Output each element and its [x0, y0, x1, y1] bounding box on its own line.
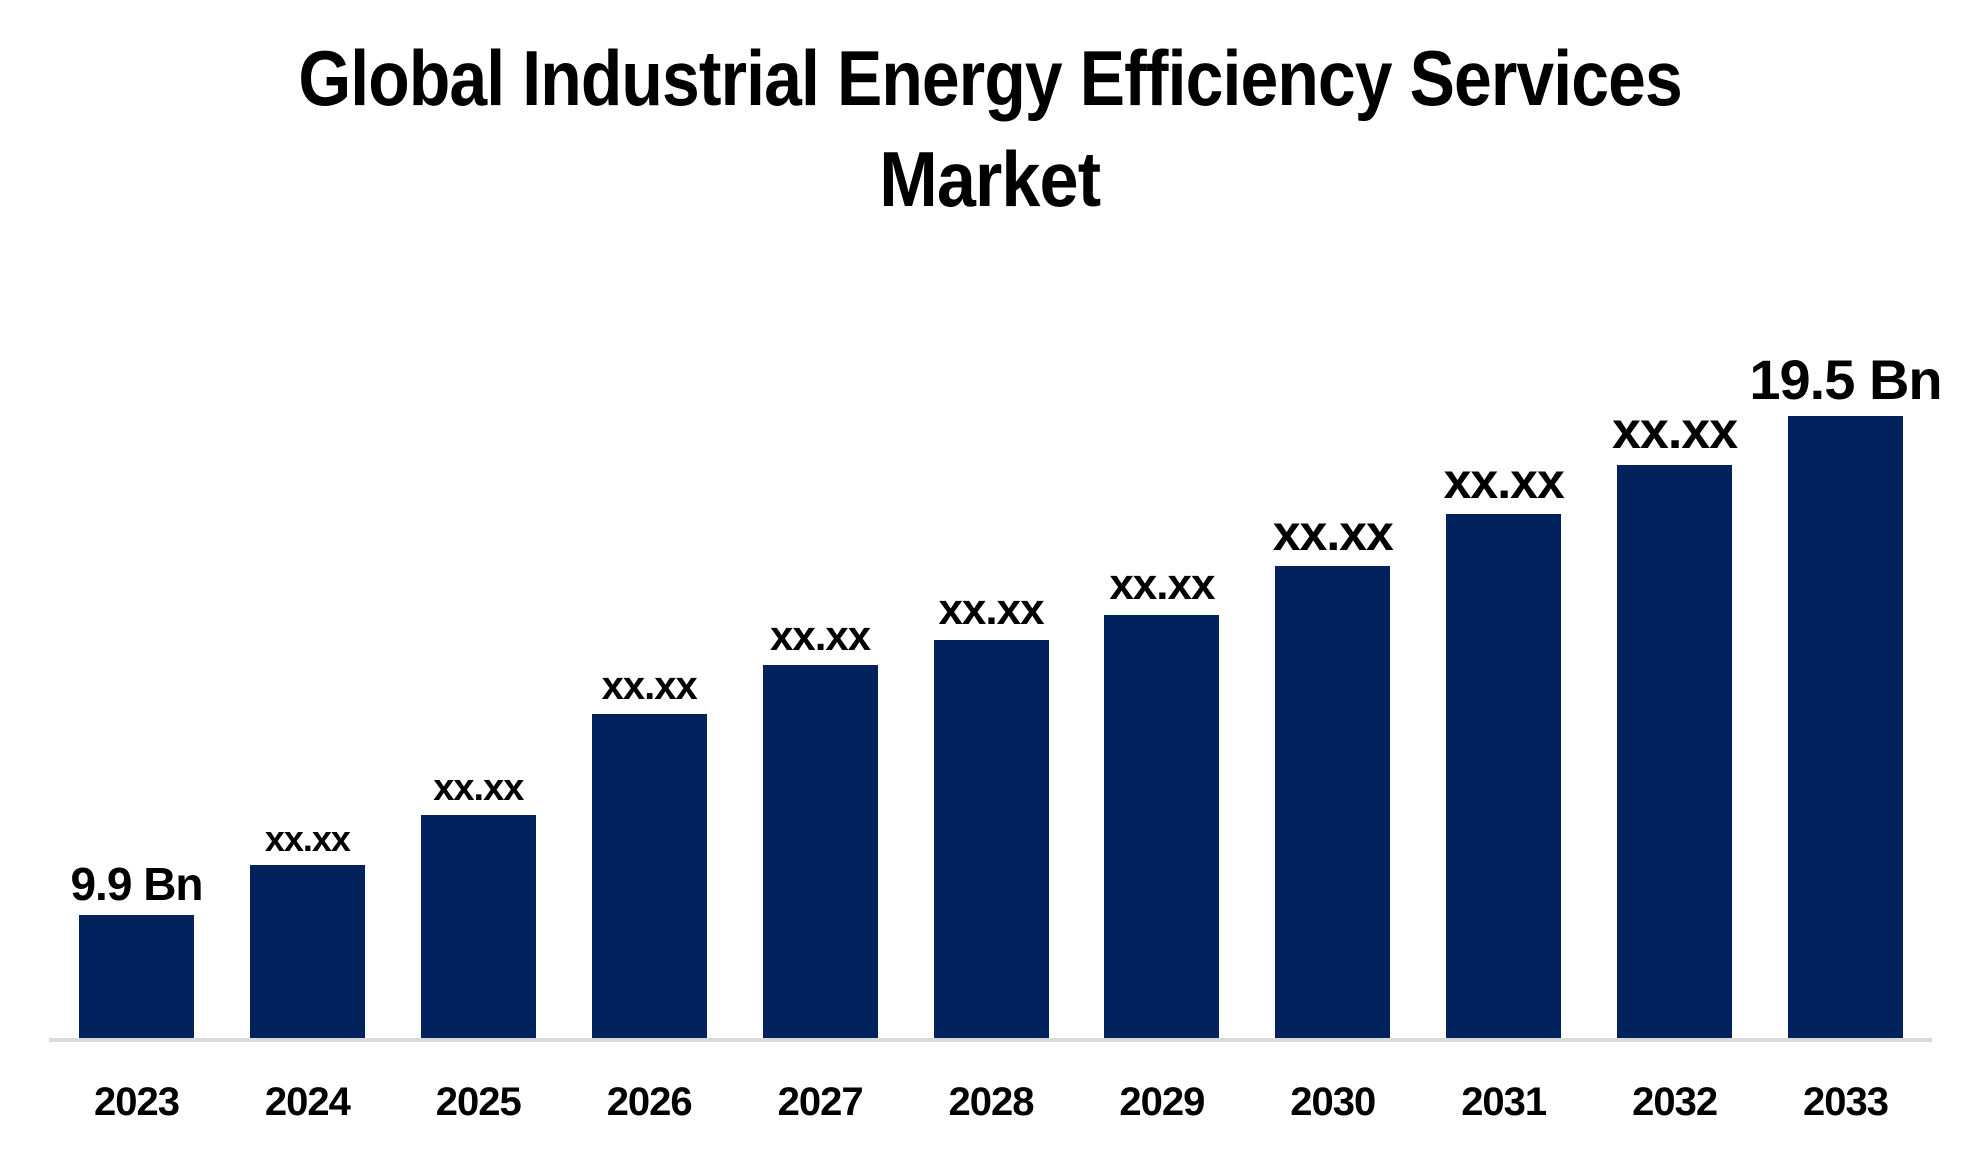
- bar-2024: [249, 865, 365, 1039]
- x-axis-label-2032: 2032: [1632, 1080, 1718, 1124]
- bar-value-label-2028: xx.xx: [938, 585, 1044, 634]
- x-axis-label-2027: 2027: [777, 1080, 864, 1124]
- x-axis-line: [49, 1038, 1932, 1042]
- bar-value-label-2026: xx.xx: [601, 664, 698, 708]
- bar-2025: [420, 815, 536, 1039]
- x-axis-label-2033: 2033: [1803, 1080, 1889, 1124]
- bar-value-label-2031: xx.xx: [1443, 453, 1565, 509]
- bar-2030: [1275, 566, 1391, 1039]
- x-axis-label-2031: 2031: [1461, 1080, 1547, 1124]
- bar-2027: [762, 665, 878, 1039]
- chart-title-line2: Market: [879, 135, 1102, 224]
- bar-value-label-2027: xx.xx: [770, 612, 871, 659]
- bar-2033: [1788, 416, 1903, 1039]
- x-axis-label-2024: 2024: [264, 1080, 351, 1124]
- bar-2026: [591, 714, 707, 1039]
- chart-title-line2-wrap: Market: [0, 129, 1980, 230]
- bar-2028: [933, 640, 1049, 1039]
- bar-value-label-2024: xx.xx: [264, 818, 351, 859]
- bar-value-label-2032: xx.xx: [1612, 402, 1738, 460]
- x-axis-label-2029: 2029: [1119, 1080, 1205, 1124]
- bar-value-label-2033: 19.5 Bn: [1749, 348, 1942, 411]
- chart-title-line1: Global Industrial Energy Efficiency Serv…: [298, 34, 1682, 122]
- x-axis-label-2030: 2030: [1290, 1080, 1376, 1124]
- bar-2032: [1617, 465, 1733, 1039]
- bar-2023: [79, 915, 194, 1039]
- x-axis-label-2026: 2026: [606, 1080, 693, 1124]
- x-axis-label-2025: 2025: [435, 1080, 522, 1124]
- bar-value-label-2025: xx.xx: [433, 767, 524, 809]
- bar-value-label-2030: xx.xx: [1272, 505, 1394, 561]
- bar-2029: [1104, 615, 1220, 1039]
- bar-2031: [1446, 514, 1562, 1039]
- bar-value-label-2023: 9.9 Bn: [70, 858, 203, 910]
- x-axis-label-2023: 2023: [94, 1080, 180, 1124]
- bar-value-label-2029: xx.xx: [1109, 560, 1215, 609]
- x-axis-label-2028: 2028: [948, 1080, 1035, 1124]
- chart-title: Global Industrial Energy Efficiency Serv…: [0, 28, 1980, 231]
